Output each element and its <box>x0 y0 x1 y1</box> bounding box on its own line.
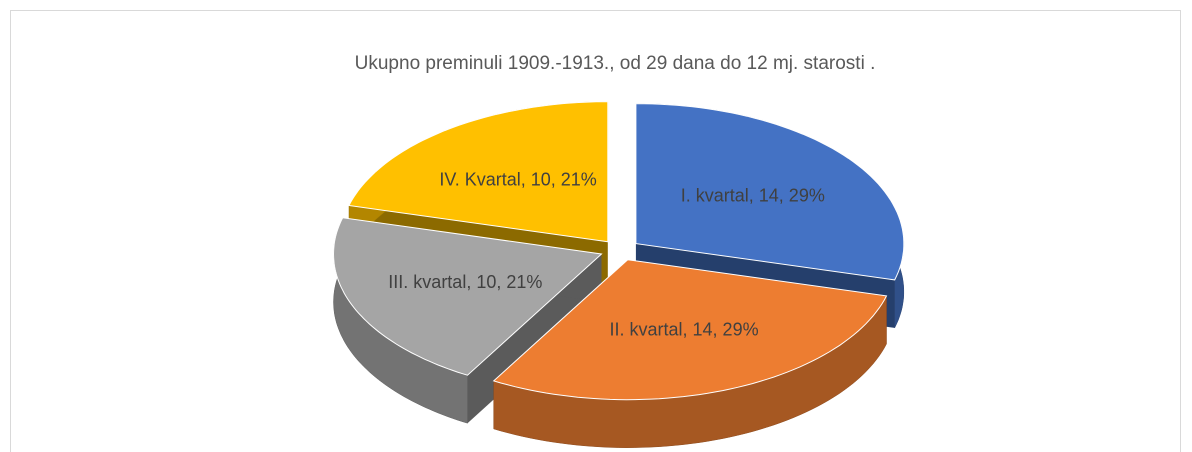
data-label: IV. Kvartal, 10, 21% <box>439 169 596 189</box>
data-label: III. kvartal, 10, 21% <box>388 272 542 292</box>
slice <box>348 101 609 243</box>
data-label: II. kvartal, 14, 29% <box>610 320 759 340</box>
slice <box>635 103 905 281</box>
data-label: I. kvartal, 14, 29% <box>681 186 825 206</box>
chart-title: Ukupno preminuli 1909.-1913., od 29 dana… <box>355 53 876 74</box>
slice <box>332 217 603 376</box>
slice <box>492 259 888 401</box>
slice <box>492 259 888 448</box>
